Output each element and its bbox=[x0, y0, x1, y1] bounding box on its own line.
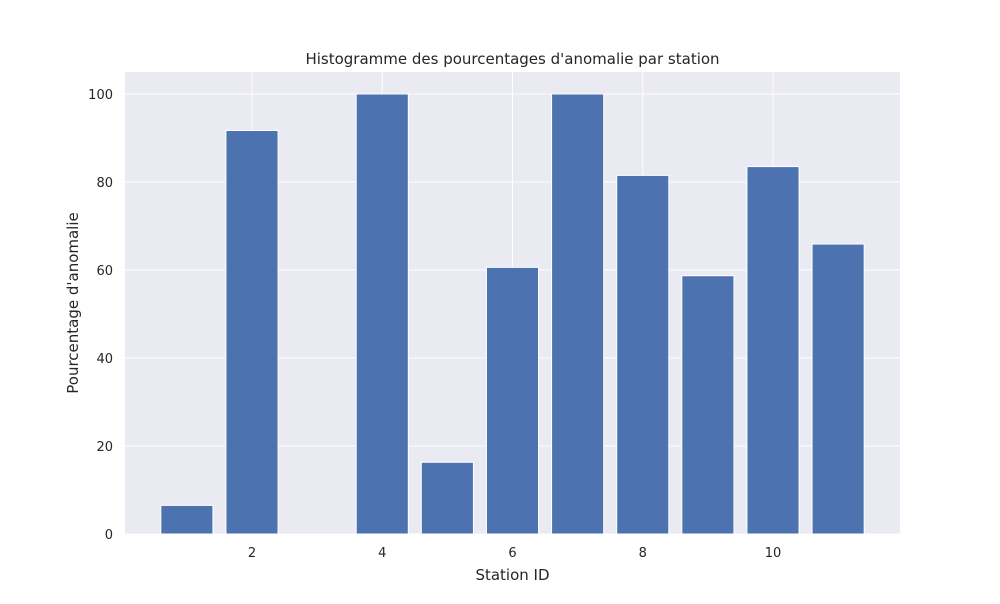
bar-station-2 bbox=[225, 130, 279, 535]
x-tick-label: 4 bbox=[378, 546, 386, 561]
x-tick-label: 2 bbox=[248, 546, 256, 561]
bar-station-11 bbox=[811, 243, 865, 535]
x-tick-label: 8 bbox=[639, 546, 647, 561]
bar-station-6 bbox=[485, 266, 540, 535]
bar-station-7 bbox=[551, 93, 605, 535]
bar-station-1 bbox=[160, 504, 214, 535]
x-tick-label: 10 bbox=[765, 546, 782, 561]
x-tick-label: 6 bbox=[508, 546, 516, 561]
chart-title: Histogramme des pourcentages d'anomalie … bbox=[305, 50, 719, 68]
y-tick-label: 20 bbox=[96, 440, 113, 455]
y-tick-label: 0 bbox=[105, 528, 113, 543]
bar-station-10 bbox=[746, 166, 800, 535]
bar-station-8 bbox=[616, 174, 670, 535]
y-axis-label: Pourcentage d'anomalie bbox=[64, 212, 82, 394]
tick-labels: 0 20 40 60 80 100 2 4 6 8 10 bbox=[88, 88, 781, 561]
bar-station-9 bbox=[681, 275, 735, 535]
x-axis-label: Station ID bbox=[475, 566, 549, 584]
bar-station-4 bbox=[355, 93, 409, 535]
y-tick-label: 40 bbox=[96, 352, 113, 367]
bar-station-5 bbox=[420, 461, 474, 535]
y-tick-label: 100 bbox=[88, 88, 113, 103]
y-tick-label: 60 bbox=[96, 264, 113, 279]
bars bbox=[160, 93, 865, 535]
y-tick-label: 80 bbox=[96, 176, 113, 191]
